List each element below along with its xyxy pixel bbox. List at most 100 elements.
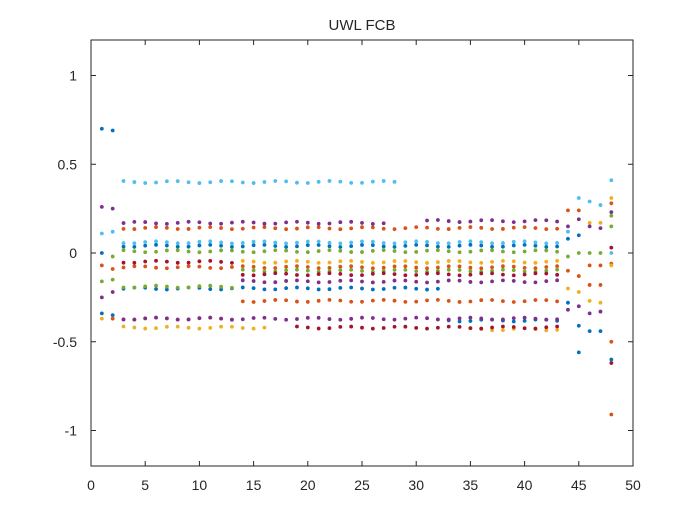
data-point [490, 279, 494, 284]
data-point [110, 316, 115, 321]
data-point [414, 326, 419, 330]
data-point [544, 268, 549, 273]
data-point [468, 315, 473, 320]
data-point [566, 236, 570, 241]
data-point [468, 260, 473, 265]
data-point [457, 316, 462, 321]
data-point [219, 287, 223, 292]
data-point [154, 221, 158, 226]
data-point [349, 299, 354, 304]
data-point [457, 226, 462, 230]
data-point [295, 244, 299, 249]
data-point [609, 210, 614, 215]
data-point [219, 243, 223, 248]
data-point [501, 219, 505, 224]
data-point [305, 315, 310, 320]
data-point [370, 271, 375, 276]
data-point [490, 241, 494, 246]
data-point [490, 268, 494, 273]
data-point [403, 316, 408, 321]
data-point [110, 290, 115, 294]
data-point [273, 221, 278, 226]
data-point [164, 324, 169, 329]
data-point [262, 243, 267, 247]
data-point [327, 265, 332, 270]
data-point [208, 283, 213, 288]
data-point [143, 264, 148, 269]
data-point [555, 258, 560, 263]
data-point [533, 240, 538, 245]
data-point [609, 263, 614, 268]
data-point [587, 224, 592, 229]
data-point [446, 267, 451, 272]
data-point [295, 299, 299, 304]
data-point [143, 220, 148, 224]
data-point [425, 239, 429, 244]
data-point [316, 243, 321, 247]
data-point [587, 251, 592, 255]
data-point [370, 298, 375, 303]
data-point [392, 298, 397, 303]
data-point [240, 264, 245, 269]
data-point [414, 279, 419, 284]
data-point [121, 260, 126, 265]
data-point [446, 227, 451, 231]
data-point [544, 218, 549, 223]
data-point [132, 264, 137, 269]
data-point [414, 273, 419, 277]
data-point [208, 249, 213, 254]
data-point [316, 221, 321, 226]
data-point [576, 196, 581, 200]
data-point [338, 220, 343, 225]
data-point [262, 266, 267, 270]
data-point [197, 220, 202, 225]
x-tick-label: 40 [517, 477, 533, 493]
data-point [164, 221, 169, 226]
data-point [598, 329, 603, 333]
data-point [403, 278, 408, 283]
data-point [555, 299, 560, 304]
data-point [598, 283, 603, 287]
data-point [360, 180, 364, 185]
data-point [533, 271, 538, 276]
data-point [164, 243, 169, 248]
data-point [186, 285, 191, 290]
data-point [262, 287, 267, 292]
data-point [175, 241, 180, 246]
y-tick-label: -0.5 [53, 334, 77, 350]
data-point [154, 265, 158, 270]
data-point [143, 243, 148, 248]
data-point [262, 269, 267, 274]
data-point [262, 299, 267, 303]
data-point [327, 221, 332, 226]
data-point [425, 243, 429, 248]
data-point [381, 244, 386, 249]
data-point [186, 241, 191, 245]
data-point [251, 239, 256, 244]
data-point [501, 324, 505, 329]
data-point [305, 181, 310, 185]
data-point [316, 179, 321, 184]
data-point [511, 273, 516, 278]
data-point [414, 265, 419, 270]
data-point [197, 225, 202, 230]
data-point [457, 324, 462, 329]
data-point [446, 244, 451, 249]
data-point [262, 280, 267, 285]
data-point [468, 272, 473, 277]
data-point [316, 315, 321, 320]
data-point [381, 179, 386, 183]
data-point [609, 245, 614, 250]
data-point [240, 244, 245, 249]
data-point [381, 326, 386, 330]
data-point [425, 248, 429, 253]
data-point [240, 241, 245, 245]
data-point [403, 285, 408, 290]
data-point [490, 325, 494, 330]
data-point [327, 240, 332, 245]
data-point [230, 261, 234, 265]
data-point [414, 242, 419, 247]
data-point [132, 285, 137, 290]
data-point [511, 316, 516, 321]
data-point [327, 287, 332, 292]
